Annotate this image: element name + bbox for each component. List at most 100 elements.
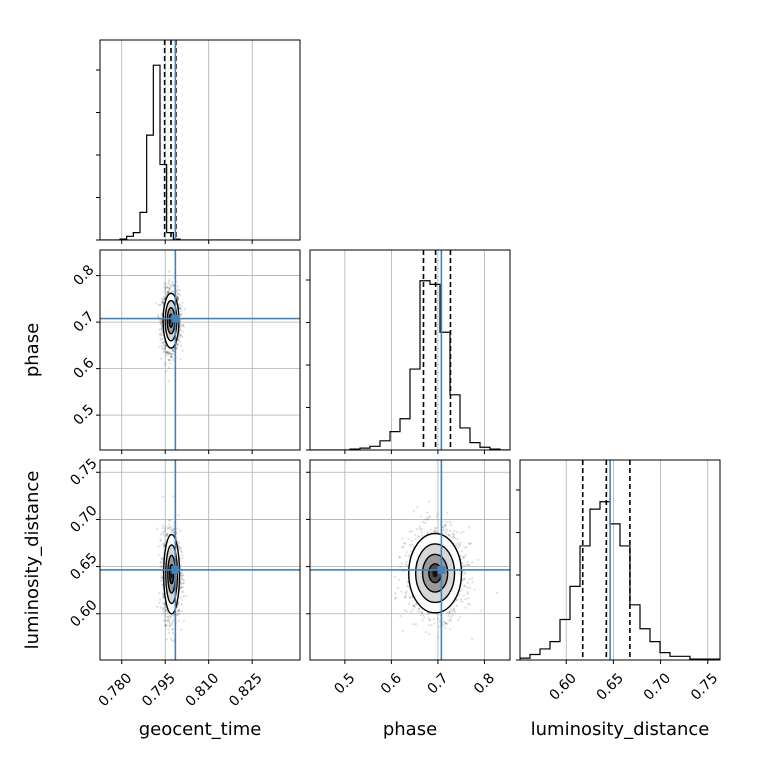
histogram-geocent_time	[100, 64, 240, 240]
sample-point	[162, 295, 165, 299]
sample-point	[407, 555, 410, 558]
sample-point	[426, 518, 429, 521]
sample-point	[181, 324, 185, 327]
sample-point	[168, 286, 171, 289]
sample-point	[463, 578, 466, 581]
sample-point	[178, 610, 181, 613]
sample-point	[164, 350, 167, 353]
sample-point	[403, 596, 407, 599]
sample-point	[426, 516, 429, 520]
sample-point	[179, 586, 182, 590]
sample-point	[170, 353, 173, 356]
sample-point	[172, 614, 175, 617]
sample-point	[418, 525, 421, 528]
sample-point	[459, 541, 462, 544]
sample-point	[182, 590, 185, 594]
sample-point	[179, 586, 182, 590]
sample-point	[179, 596, 182, 599]
sample-point	[175, 289, 179, 292]
sample-point	[178, 289, 181, 292]
sample-point	[458, 593, 461, 597]
sample-point	[398, 556, 402, 559]
sample-point	[444, 524, 447, 527]
sample-point	[163, 340, 166, 343]
sample-point	[463, 564, 466, 567]
panel-luminosity-distance-histogram: 0.60 0.65 0.70 0.75	[516, 459, 721, 704]
sample-point	[456, 542, 459, 545]
sample-point	[162, 594, 165, 597]
sample-point	[470, 577, 474, 580]
sample-point	[458, 544, 461, 547]
sample-point	[180, 551, 184, 554]
histogram-luminosity_distance	[520, 501, 720, 660]
sample-point	[427, 623, 430, 627]
sample-point	[168, 270, 171, 273]
sample-point	[170, 355, 173, 359]
sample-point	[181, 573, 185, 576]
sample-point	[180, 309, 183, 312]
sample-point	[171, 356, 174, 359]
sample-point	[176, 292, 180, 295]
sample-point	[449, 617, 452, 620]
axes-frame	[519, 459, 721, 661]
sample-point	[164, 608, 167, 611]
panel-phase-vs-geocent-time: 0.5 0.6 0.7 0.8	[70, 249, 301, 454]
sample-point	[178, 307, 182, 310]
sample-point	[163, 348, 166, 351]
sample-point	[450, 615, 453, 618]
sample-point	[430, 624, 433, 627]
sample-point	[171, 290, 174, 293]
x-tick-label: 0.65	[594, 670, 627, 703]
sample-point	[448, 520, 452, 524]
sample-point	[172, 283, 175, 287]
sample-point	[172, 495, 175, 498]
sample-point	[177, 292, 180, 295]
sample-point	[432, 530, 435, 533]
sample-point	[426, 611, 429, 615]
axes-frame	[99, 39, 301, 241]
sample-point	[461, 571, 465, 574]
sample-point	[464, 597, 467, 601]
sample-point	[181, 578, 184, 581]
sample-point	[412, 605, 415, 608]
sample-point	[452, 535, 456, 538]
sample-point	[167, 618, 170, 621]
sample-point	[179, 577, 182, 580]
sample-point	[179, 335, 182, 338]
sample-point	[445, 530, 448, 533]
sample-point	[420, 614, 423, 617]
sample-point	[162, 300, 165, 303]
y-tick-label: 0.5	[70, 402, 97, 429]
sample-point	[161, 542, 165, 545]
sample-point	[163, 282, 166, 285]
y-tick-label: 0.75	[67, 456, 100, 489]
sample-point	[461, 578, 465, 581]
sample-point	[167, 291, 171, 294]
sample-point	[162, 607, 165, 610]
sample-point	[178, 548, 181, 551]
sample-point	[452, 607, 455, 610]
sample-point	[426, 531, 429, 534]
sample-point	[177, 343, 180, 346]
sample-point	[428, 516, 431, 519]
sample-point	[178, 612, 181, 615]
sample-point	[455, 599, 458, 602]
sample-point	[162, 544, 165, 547]
sample-point	[167, 527, 170, 530]
sample-point	[168, 620, 171, 623]
sample-point	[180, 582, 183, 585]
sample-point	[401, 546, 404, 549]
sample-point	[180, 324, 183, 327]
plot-area	[520, 460, 720, 660]
sample-point	[413, 604, 416, 607]
sample-point	[416, 610, 419, 613]
sample-point	[183, 307, 186, 310]
sample-point	[463, 555, 466, 559]
sample-point	[177, 619, 180, 622]
sample-point	[178, 340, 181, 343]
sample-point	[163, 343, 166, 346]
sample-point	[164, 624, 167, 627]
sample-point	[408, 554, 411, 557]
sample-point	[444, 621, 447, 625]
